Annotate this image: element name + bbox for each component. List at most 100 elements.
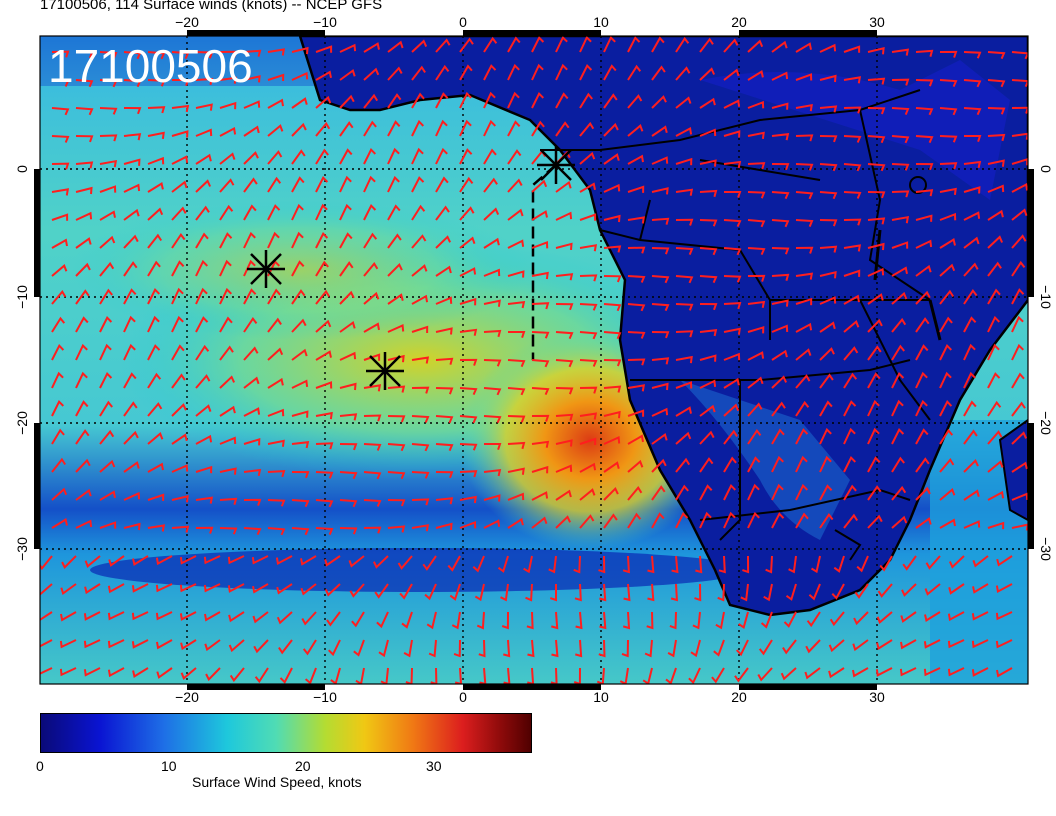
wind-barb	[621, 639, 629, 658]
wind-barb	[483, 359, 502, 367]
wind-barb	[603, 122, 619, 137]
wind-barb	[596, 667, 605, 684]
wind-barb	[843, 400, 857, 417]
wind-barb	[963, 288, 978, 305]
wind-barb	[891, 107, 910, 115]
wind-barb	[363, 120, 377, 137]
wind-barb	[627, 434, 644, 445]
wind-barb	[723, 302, 742, 310]
wind-barb	[724, 191, 742, 198]
wind-barb	[376, 611, 389, 629]
wind-barb	[435, 265, 452, 277]
wind-barb	[699, 484, 713, 501]
wind-barb	[622, 555, 630, 574]
wind-barb	[987, 261, 1002, 277]
wind-barb	[555, 359, 574, 368]
wind-barb	[315, 175, 329, 193]
wind-barb	[195, 232, 209, 249]
wind-barb	[459, 206, 475, 221]
wind-barb	[123, 183, 141, 193]
wind-barb	[670, 583, 678, 602]
wind-barb	[891, 78, 910, 86]
wind-barb	[171, 180, 188, 193]
wind-barb	[243, 376, 260, 389]
wind-barb	[819, 427, 832, 445]
wind-barb	[435, 522, 453, 530]
wind-barb	[75, 343, 88, 361]
wind-barb	[387, 233, 402, 249]
wind-barb	[819, 191, 838, 200]
wind-barb	[828, 639, 845, 653]
wind-barb	[939, 238, 956, 249]
map-area: 17100506	[40, 36, 1028, 684]
wind-barb	[579, 213, 597, 221]
wind-barb	[747, 300, 766, 309]
wind-barb	[939, 488, 956, 501]
wind-barb	[426, 611, 437, 630]
wind-barb	[947, 667, 965, 677]
wind-barb	[867, 399, 880, 417]
wind-barb	[227, 583, 245, 593]
wind-barb	[531, 414, 550, 422]
wind-barb	[963, 316, 977, 333]
wind-barb	[131, 639, 149, 649]
wind-barb	[228, 611, 245, 623]
wind-barb	[472, 555, 485, 573]
wind-barb	[428, 639, 437, 658]
wind-barb	[75, 429, 90, 445]
wind-barb	[947, 639, 965, 649]
wind-barb	[531, 359, 550, 368]
wind-barb	[507, 178, 523, 193]
wind-barb	[483, 119, 497, 137]
wind-barb	[867, 318, 883, 333]
wind-barb	[1011, 79, 1028, 87]
wind-barb	[349, 583, 365, 598]
wind-barb	[348, 555, 365, 568]
wind-barb	[995, 583, 1013, 594]
wind-barb	[315, 148, 329, 165]
wind-barb	[939, 518, 956, 529]
wind-barb	[411, 204, 426, 221]
wind-barb	[579, 462, 597, 473]
wind-barb	[267, 317, 282, 333]
wind-barb	[315, 289, 331, 305]
wind-barb	[699, 159, 717, 167]
wind-barb	[291, 203, 304, 221]
wind-barb	[757, 667, 773, 682]
wind-barb	[723, 484, 737, 501]
wind-barb	[243, 468, 262, 477]
wind-barb	[579, 412, 598, 420]
wind-barb	[411, 443, 430, 452]
wind-barb	[867, 217, 886, 225]
wind-barb	[131, 583, 149, 593]
y-tick-left-1: 0	[14, 165, 30, 173]
wind-barb	[243, 125, 260, 137]
wind-barb	[243, 49, 262, 57]
wind-barb	[987, 235, 1004, 249]
wind-barb	[819, 43, 837, 53]
wind-barb	[843, 45, 861, 53]
wind-barb	[603, 436, 621, 445]
wind-barb	[651, 407, 669, 417]
wind-barb	[459, 64, 473, 81]
wind-barb	[891, 456, 905, 473]
wind-barb	[651, 247, 670, 255]
wind-barb	[627, 303, 646, 312]
wind-barb	[747, 219, 766, 228]
wind-barb	[123, 288, 137, 305]
wind-barb	[147, 260, 161, 277]
wind-barb	[843, 218, 862, 226]
wind-barb	[867, 485, 882, 501]
wind-barb	[723, 160, 742, 169]
wind-barb	[315, 442, 334, 450]
wind-barb	[900, 639, 917, 650]
wind-barb	[363, 499, 382, 507]
wind-barb	[987, 460, 1004, 473]
wind-barb	[503, 639, 511, 658]
wind-barb	[699, 354, 717, 362]
wind-barb	[531, 465, 549, 474]
wind-barb	[219, 345, 234, 361]
wind-barb	[219, 497, 238, 505]
marker-star-1	[537, 146, 575, 184]
wind-barb	[795, 73, 813, 81]
